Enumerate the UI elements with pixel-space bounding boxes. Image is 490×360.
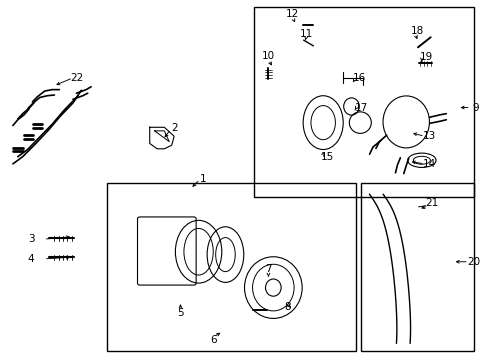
Text: 16: 16 <box>353 73 367 83</box>
Text: 13: 13 <box>423 131 436 141</box>
Text: 6: 6 <box>210 334 217 345</box>
Text: 21: 21 <box>425 198 438 208</box>
Text: 14: 14 <box>423 159 436 169</box>
Text: 8: 8 <box>285 302 292 312</box>
Text: 11: 11 <box>299 29 313 39</box>
Bar <box>107 183 356 351</box>
Text: 22: 22 <box>70 73 83 83</box>
Bar <box>361 183 474 351</box>
Text: 10: 10 <box>262 51 275 61</box>
Text: 15: 15 <box>320 152 334 162</box>
Text: 17: 17 <box>355 103 368 113</box>
Text: 5: 5 <box>177 308 184 318</box>
Text: 2: 2 <box>171 123 177 133</box>
Text: 20: 20 <box>467 257 480 267</box>
Text: 18: 18 <box>410 26 424 36</box>
Text: 19: 19 <box>420 52 433 62</box>
Text: 9: 9 <box>472 103 479 113</box>
Text: 4: 4 <box>27 254 34 264</box>
Bar <box>254 7 474 197</box>
Text: 1: 1 <box>200 174 207 184</box>
Text: 12: 12 <box>286 9 299 19</box>
Text: 7: 7 <box>265 264 272 274</box>
Text: 3: 3 <box>27 234 34 244</box>
